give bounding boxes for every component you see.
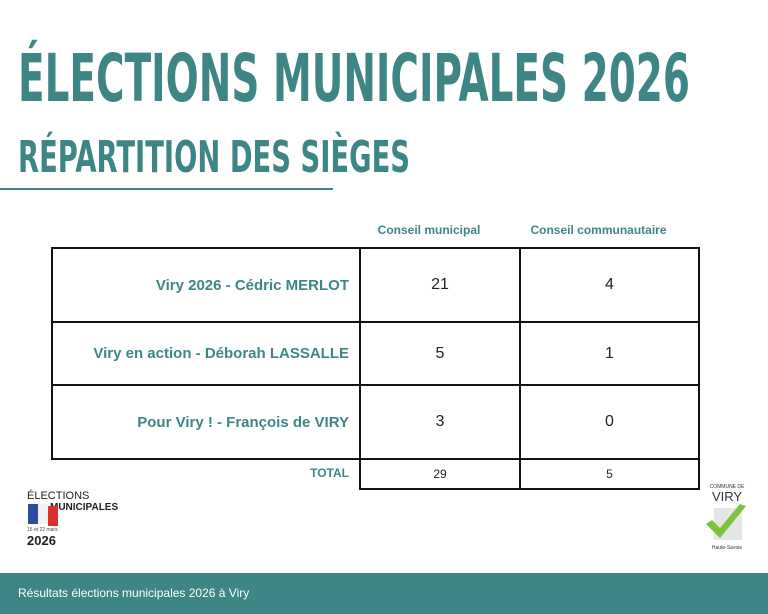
list-name: Pour Viry ! - François de VIRY xyxy=(51,384,361,460)
flag-white xyxy=(38,504,48,524)
logo-text: COMMUNE DE xyxy=(710,484,745,490)
logo-year: 2026 xyxy=(27,533,56,548)
footer: Résultats élections municipales 2026 à V… xyxy=(0,573,768,614)
viry-logo: COMMUNE DE VIRY Haute-Savoie xyxy=(706,484,746,551)
logo-dates: 15 et 22 mars xyxy=(27,527,58,533)
column-header: Conseil communautaire xyxy=(530,223,667,237)
checkmark xyxy=(706,504,746,538)
logo-text: MUNICIPALES xyxy=(50,502,118,513)
total-row: TOTAL 29 5 xyxy=(52,458,700,490)
subtitle: RÉPARTITION DES SIÈGES xyxy=(18,130,410,183)
row: Pour Viry ! - François de VIRY 3 0 xyxy=(51,384,700,460)
seats-table: Viry 2026 - Cédric MERLOT 21 4 Viry en a… xyxy=(51,247,700,490)
list-name: Viry en action - Déborah LASSALLE xyxy=(51,321,361,386)
list-name: Viry 2026 - Cédric MERLOT xyxy=(51,247,361,323)
column-header: Conseil municipal xyxy=(377,223,481,237)
header: ÉLECTIONS MUNICIPALES 2026 RÉPARTITION D… xyxy=(0,39,690,190)
flag-blue xyxy=(28,504,38,524)
cell: 5 xyxy=(519,458,700,490)
row: Viry en action - Déborah LASSALLE 5 1 xyxy=(51,321,700,386)
flag-red xyxy=(48,506,58,526)
logo-name: VIRY xyxy=(712,489,742,504)
elections-logo: ÉLECTIONS MUNICIPALES 15 et 22 mars 2026 xyxy=(27,489,118,548)
logo-text: ÉLECTIONS xyxy=(27,489,89,502)
row: Viry 2026 - Cédric MERLOT 21 4 xyxy=(51,247,700,323)
cell: 5 xyxy=(359,321,521,386)
cell: 3 xyxy=(359,384,521,460)
cell: 0 xyxy=(519,384,700,460)
logo-text: Haute-Savoie xyxy=(712,545,743,551)
cell: 1 xyxy=(519,321,700,386)
cell: 29 xyxy=(359,458,521,490)
title: ÉLECTIONS MUNICIPALES 2026 xyxy=(18,39,690,117)
cell: 4 xyxy=(519,247,700,323)
total-label: TOTAL xyxy=(52,459,361,489)
cell: 21 xyxy=(359,247,521,323)
